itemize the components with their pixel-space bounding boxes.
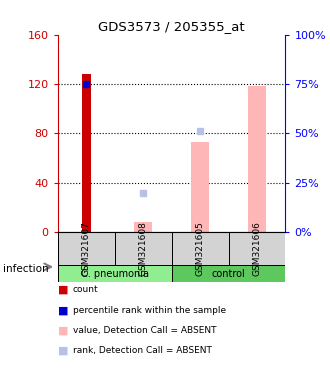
Text: ■: ■ [58, 305, 68, 315]
Bar [191, 142, 209, 232]
Text: control: control [212, 268, 246, 278]
Text: count: count [73, 285, 98, 295]
Text: C. pneumonia: C. pneumonia [81, 268, 149, 278]
Text: percentile rank within the sample: percentile rank within the sample [73, 306, 226, 315]
Text: ■: ■ [58, 326, 68, 336]
Bar [172, 265, 285, 282]
Bar [82, 74, 91, 232]
Bar [58, 265, 172, 282]
Text: rank, Detection Call = ABSENT: rank, Detection Call = ABSENT [73, 346, 212, 356]
Title: GDS3573 / 205355_at: GDS3573 / 205355_at [98, 20, 245, 33]
Text: value, Detection Call = ABSENT: value, Detection Call = ABSENT [73, 326, 216, 335]
Bar [172, 232, 228, 265]
Bar [58, 232, 115, 265]
Bar [134, 222, 152, 232]
Text: infection: infection [3, 264, 49, 274]
Text: GSM321605: GSM321605 [196, 221, 205, 276]
Text: GSM321606: GSM321606 [252, 221, 261, 276]
Text: ■: ■ [58, 346, 68, 356]
Text: ■: ■ [58, 285, 68, 295]
Bar [248, 86, 266, 232]
Bar [228, 232, 285, 265]
Bar [115, 232, 172, 265]
Text: GSM321608: GSM321608 [139, 221, 148, 276]
Text: GSM321607: GSM321607 [82, 221, 91, 276]
